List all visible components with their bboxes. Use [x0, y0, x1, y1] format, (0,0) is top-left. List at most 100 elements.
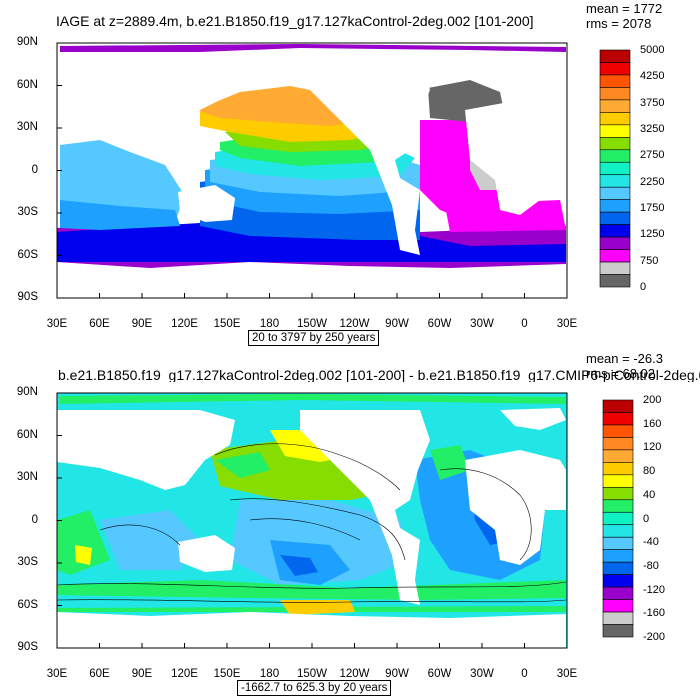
colorbar-swatch — [599, 124, 631, 138]
p1-indian-ocean-s — [60, 200, 180, 230]
colorbar-label: 120 — [643, 441, 662, 454]
colorbar-swatch — [602, 574, 634, 588]
p2-land-australia — [178, 535, 235, 572]
colorbar-label: 5000 — [640, 44, 665, 56]
colorbar-label: -40 — [643, 536, 659, 549]
x-tick-label: 30W — [470, 318, 494, 330]
colorbar-label: -80 — [643, 559, 659, 572]
panel2-title: b.e21.B1850.f19_g17.127kaControl-2deg.00… — [58, 368, 700, 382]
x-tick-label: 150W — [296, 318, 328, 330]
colorbar-label: 80 — [643, 465, 656, 478]
p1-land-africa — [465, 100, 566, 215]
p1-land-australia — [178, 185, 235, 222]
colorbar-label: 750 — [640, 254, 659, 267]
x-tick-label: 90E — [131, 318, 153, 330]
colorbar-swatch — [602, 399, 634, 413]
colorbar-swatch — [602, 412, 634, 426]
p2-land-asia — [57, 410, 235, 490]
p1-atlantic-s — [445, 200, 566, 232]
colorbar-swatch — [602, 487, 634, 501]
x-tick-label: 150W — [296, 668, 328, 680]
panel2-tick-marks — [56, 392, 568, 649]
colorbar-swatch — [602, 511, 634, 526]
y-tick-label: 60S — [17, 248, 38, 261]
p1-land-greenland — [500, 58, 566, 80]
p2-indian-yellow — [75, 545, 92, 565]
colorbar-swatch — [599, 74, 631, 88]
panel2-colorbar — [602, 399, 634, 638]
colorbar-label: 3750 — [640, 96, 665, 109]
p2-pac-dark — [280, 555, 318, 576]
x-tick-label: 150E — [213, 668, 241, 680]
y-tick-label: 30S — [17, 556, 38, 568]
panel1-map — [57, 44, 566, 298]
x-tick-label: 90W — [385, 318, 409, 330]
y-tick-label: 30N — [16, 121, 38, 133]
x-tick-label: 60E — [89, 668, 110, 680]
colorbar-label: 1250 — [640, 228, 665, 241]
colorbar-label: 4250 — [640, 70, 665, 83]
colorbar-swatch — [602, 437, 634, 451]
y-tick-label: 30N — [16, 471, 38, 483]
y-tick-label: 90S — [17, 641, 38, 653]
panel1-tick-marks — [56, 42, 568, 299]
x-tick-label: 30E — [46, 668, 68, 680]
y-tick-label: 60N — [16, 78, 38, 91]
colorbar-swatch — [599, 186, 631, 200]
colorbar-swatch — [602, 499, 634, 513]
colorbar-swatch — [602, 524, 634, 538]
y-tick-label: 90N — [16, 386, 38, 398]
colorbar-label: -200 — [643, 631, 666, 643]
p2-land-antarctica-edge — [57, 612, 566, 620]
y-tick-label: 0 — [31, 163, 38, 176]
x-tick-label: 30E — [556, 668, 578, 680]
x-tick-label: 0 — [521, 668, 528, 680]
x-tick-label: 150E — [213, 318, 241, 330]
colorbar-swatch — [602, 586, 634, 600]
x-tick-label: 120W — [339, 668, 370, 680]
colorbar-swatch — [602, 611, 634, 625]
panel2-stat-rms: rms = 68.02 — [586, 366, 656, 381]
x-tick-label: 60W — [427, 668, 452, 680]
colorbar-swatch — [599, 149, 631, 163]
y-tick-label: 60S — [17, 598, 38, 611]
colorbar-label: -120 — [643, 583, 666, 596]
colorbar-swatch — [602, 549, 634, 563]
colorbar-label: -160 — [643, 607, 666, 620]
colorbar-swatch — [599, 49, 631, 63]
colorbar-swatch — [602, 449, 634, 463]
panel1-stat-mean: mean = 1772 — [586, 1, 663, 16]
p2-contours — [57, 443, 567, 603]
colorbar-label: 3250 — [640, 123, 665, 135]
y-tick-label: 90N — [16, 36, 38, 48]
panel1-stat-rms: rms = 2078 — [586, 16, 652, 31]
colorbar-label: 0 — [640, 281, 647, 293]
x-tick-label: 30W — [470, 668, 494, 680]
x-tick-label: 30E — [556, 318, 578, 330]
x-tick-label: 60W — [427, 318, 452, 330]
x-tick-label: 30E — [46, 318, 68, 330]
panel1-colorbar — [599, 49, 631, 288]
colorbar-swatch — [599, 224, 631, 238]
x-tick-label: 60E — [89, 318, 110, 330]
p2-land-americas — [300, 410, 430, 605]
colorbar-swatch — [602, 599, 634, 613]
p1-land-antarctica — [57, 272, 566, 298]
colorbar-swatch — [599, 274, 631, 288]
p1-arctic-band — [60, 44, 566, 52]
colorbar-swatch — [599, 137, 631, 151]
x-tick-label: 120E — [171, 318, 198, 330]
colorbar-swatch — [599, 249, 631, 263]
p2-arctic-band — [60, 394, 566, 404]
y-tick-label: 60N — [16, 428, 38, 441]
colorbar-label: 1750 — [640, 202, 665, 214]
p2-npac-lime — [215, 452, 270, 478]
x-tick-label: 120W — [339, 318, 370, 330]
p1-southern-blue — [57, 220, 566, 262]
x-tick-label: 90E — [131, 668, 153, 680]
colorbar-swatch — [599, 199, 631, 213]
colorbar-swatch — [602, 561, 634, 575]
colorbar-swatch — [602, 624, 634, 638]
colorbar-swatch — [599, 112, 631, 126]
y-tick-label: 90S — [17, 291, 38, 303]
